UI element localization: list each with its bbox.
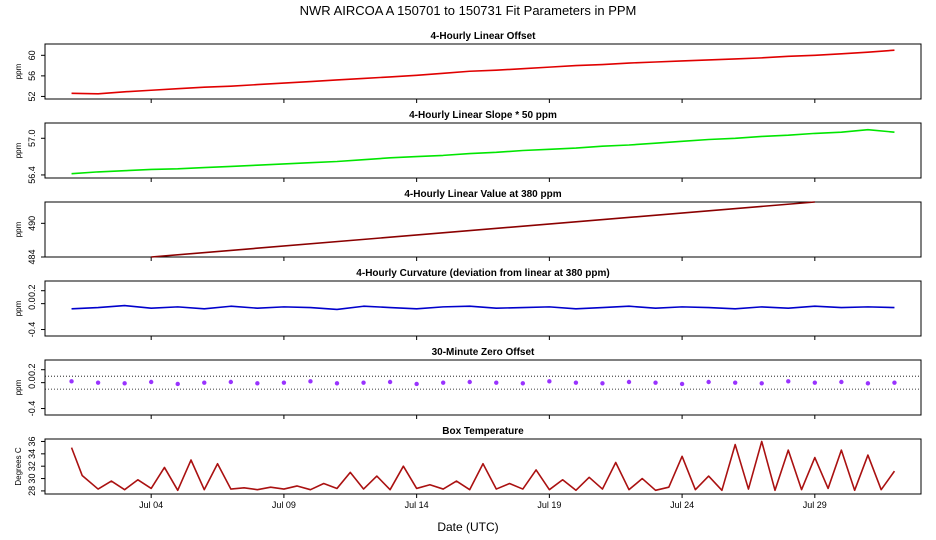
data-point [679, 381, 685, 387]
data-point [494, 380, 499, 385]
panel-title: Box Temperature [442, 426, 524, 437]
data-point [839, 379, 844, 385]
data-point [414, 381, 419, 387]
y-tick-label: -0.4 [27, 401, 37, 417]
panel-1: 4-Hourly Linear Offset ppm 52 56 60 [14, 31, 922, 103]
panel-2: 4-Hourly Linear Slope * 50 ppm ppm 56.4 57.… [14, 110, 922, 184]
data-point [440, 380, 446, 385]
y-tick-label: 0.2 [27, 284, 37, 297]
data-point [467, 379, 472, 385]
y-tick-label: 0.0 [27, 376, 37, 389]
y-axis-label: ppm [14, 63, 23, 79]
data-point [547, 379, 552, 384]
y-tick-label: 28 [27, 486, 37, 496]
y-tick-label: 0.0 [27, 297, 37, 310]
data-point [653, 380, 658, 385]
panel-title: 4-Hourly Linear Slope * 50 ppm [409, 110, 557, 121]
y-axis-label: ppm [14, 221, 23, 237]
panel-6: Box Temperature Degrees C 28 30 32 34 36 [14, 426, 922, 498]
y-axis-label: ppm [14, 300, 23, 316]
data-point [175, 381, 180, 387]
data-point [600, 381, 605, 386]
plot-frame [44, 201, 922, 258]
data-point [228, 379, 234, 385]
y-tick-label: 36 [27, 436, 37, 446]
y-tick-label: 56 [27, 71, 37, 81]
data-point [387, 379, 393, 385]
data-point [122, 381, 127, 386]
y-tick-label: 0.2 [27, 363, 37, 376]
y-axis-label: ppm [14, 142, 23, 158]
panel-4: 4-Hourly Curvature (deviation from linea… [14, 268, 922, 340]
series-line [151, 201, 815, 258]
data-point [202, 380, 207, 385]
x-tick-label: Jul 24 [670, 500, 694, 510]
series-line [71, 128, 895, 175]
data-point [334, 381, 340, 386]
panel-title: 4-Hourly Linear Value at 380 ppm [404, 189, 561, 200]
data-point [361, 380, 366, 385]
x-tick-label: Jul 29 [803, 500, 827, 510]
panel-3: 4-Hourly Linear Value at 380 ppm ppm 484 49… [14, 189, 922, 265]
y-tick-label: 56.4 [27, 166, 37, 184]
data-point [892, 380, 897, 385]
plot-frame [44, 438, 922, 495]
data-point [573, 380, 579, 385]
y-tick-label: 57.0 [27, 130, 37, 148]
y-axis-label: ppm [14, 379, 23, 395]
plot-frame [44, 359, 922, 416]
y-tick-label: 484 [27, 249, 37, 264]
y-tick-label: 30 [27, 474, 37, 484]
x-tick-label: Jul 04 [139, 500, 163, 510]
panel-title: 30-Minute Zero Offset [432, 347, 535, 358]
data-point [786, 379, 791, 384]
y-axis-label: Degrees C [14, 447, 23, 485]
y-tick-label: 52 [27, 91, 37, 101]
panels: 4-Hourly Linear Offsetppm5256604-Hourly … [14, 31, 922, 510]
x-tick-label: Jul 14 [405, 500, 429, 510]
x-axis-label: Date (UTC) [437, 520, 498, 534]
y-tick-label: 32 [27, 461, 37, 471]
y-tick-label: 490 [27, 216, 37, 231]
data-point [308, 379, 313, 384]
plot-frame [44, 122, 922, 179]
data-point [812, 380, 818, 385]
y-tick-label: 60 [27, 50, 37, 60]
data-point [255, 381, 260, 386]
plot-frame [44, 280, 922, 337]
series-line [70, 440, 896, 492]
y-tick-label: 34 [27, 449, 37, 459]
plot-frame [44, 43, 922, 100]
data-point [865, 381, 871, 386]
data-point [95, 380, 101, 385]
x-tick-label: Jul 19 [537, 500, 561, 510]
x-tick-label: Jul 09 [272, 500, 296, 510]
data-point [732, 380, 738, 385]
data-point [69, 379, 74, 384]
data-point [148, 379, 154, 385]
y-tick-label: -0.4 [27, 322, 37, 338]
series-line [71, 304, 895, 311]
data-point [626, 379, 632, 385]
data-point [706, 379, 711, 385]
data-point [759, 381, 764, 386]
series-line [71, 49, 895, 95]
panel-title: 4-Hourly Curvature (deviation from linea… [356, 268, 609, 279]
panel-title: 4-Hourly Linear Offset [430, 31, 536, 42]
chart-title: NWR AIRCOA A 150701 to 150731 Fit Parame… [300, 3, 637, 18]
data-point [281, 380, 287, 385]
panel-5: 30-Minute Zero Offset ppm -0.4 0.00.2 [14, 347, 922, 419]
data-point [520, 381, 526, 386]
